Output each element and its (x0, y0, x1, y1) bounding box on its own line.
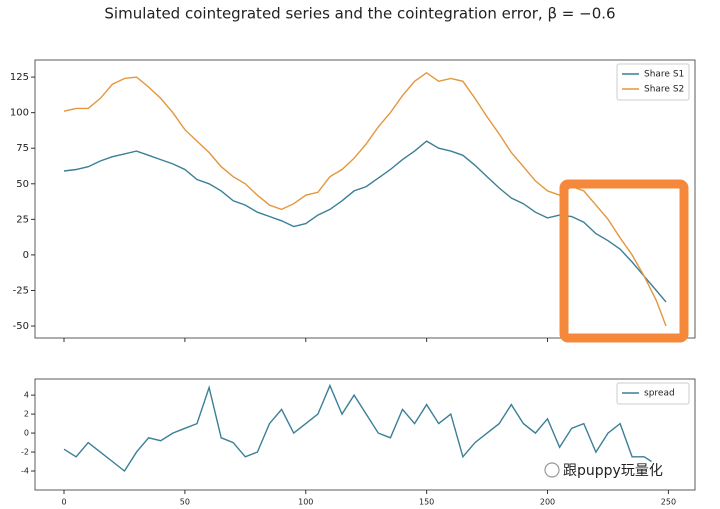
y-tick-label: 4 (24, 391, 29, 400)
x-tick-label: 100 (298, 498, 313, 507)
axes-frame (34, 378, 696, 491)
y-tick-label: 75 (16, 143, 29, 154)
x-tick-label: 0 (61, 498, 66, 507)
x-tick-label: 150 (419, 498, 434, 507)
y-tick-label: 100 (10, 108, 29, 119)
series-line (63, 71, 667, 327)
y-tick-label: -2 (21, 448, 29, 457)
x-tick-label: 200 (540, 498, 555, 507)
legend-label: spread (644, 389, 675, 399)
y-tick-label: -25 (13, 285, 29, 296)
y-tick-label: -50 (13, 321, 29, 332)
watermark-icon (544, 462, 560, 478)
y-tick-label: 25 (16, 214, 29, 225)
axes-frame (34, 59, 696, 339)
y-tick-label: 125 (10, 72, 29, 83)
figure-title: Simulated cointegrated series and the co… (104, 5, 615, 23)
legend-box (616, 63, 690, 101)
y-tick-label: 50 (16, 179, 29, 190)
y-tick-label: -4 (21, 467, 29, 476)
x-tick-label: 50 (180, 498, 190, 507)
x-tick-label: 250 (661, 498, 676, 507)
legend-label: Share S1 (644, 70, 684, 80)
y-tick-label: 2 (24, 410, 29, 419)
highlight-box (559, 179, 689, 343)
series-line (63, 383, 652, 473)
y-tick-label: 0 (24, 429, 29, 438)
series-line (63, 140, 667, 303)
y-tick-label: 0 (23, 250, 29, 261)
legend-box (616, 382, 690, 405)
watermark: 跟puppy玩量化 (563, 463, 663, 479)
legend-label: Share S2 (644, 85, 684, 95)
